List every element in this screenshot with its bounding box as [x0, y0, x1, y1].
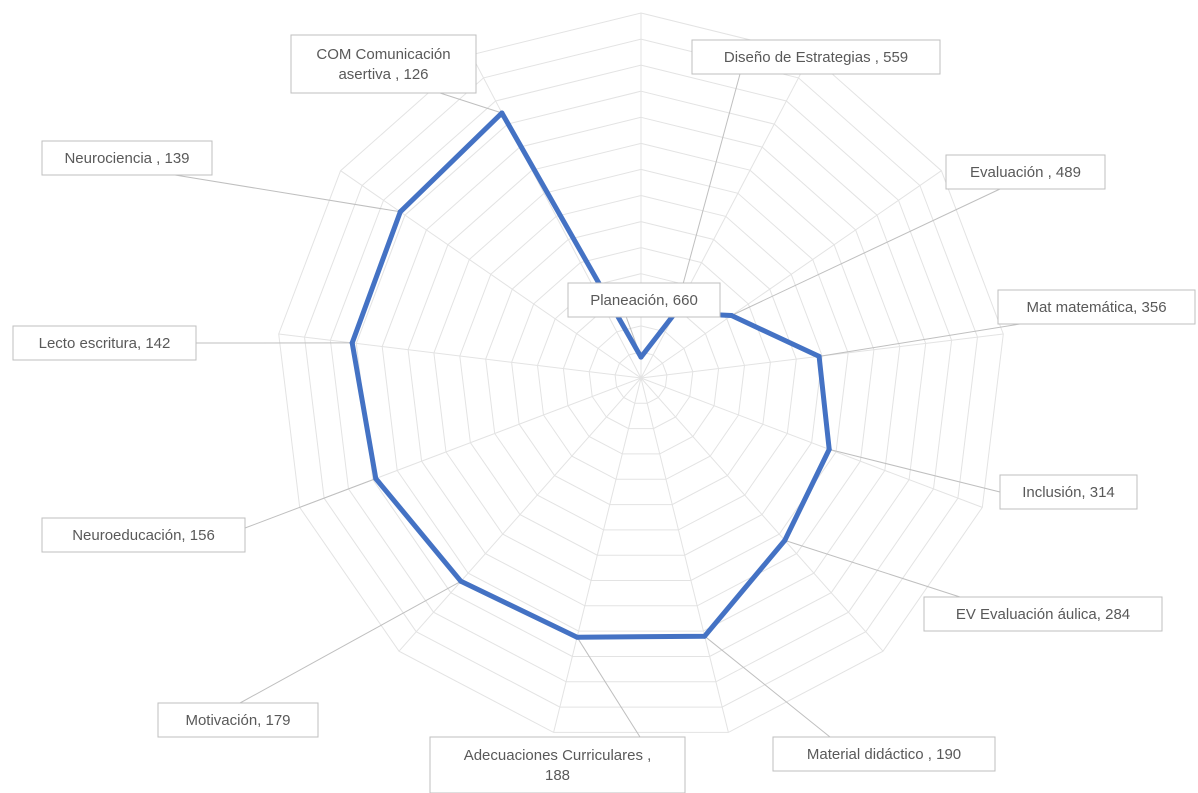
data-label-text: Adecuaciones Curriculares , [464, 747, 652, 764]
grid-ring [407, 142, 875, 607]
data-label: Mat matemática, 356 [997, 289, 1196, 325]
grid-ring [278, 12, 1004, 733]
data-point [499, 110, 505, 116]
label-leader-line [731, 188, 1001, 316]
data-label-text: COM Comunicación [316, 46, 450, 63]
data-label-box [772, 736, 996, 772]
data-label-box [41, 140, 213, 176]
data-label-text: Lecto escritura, 142 [39, 335, 171, 352]
label-leader-line [439, 92, 503, 114]
label-leader-line [674, 73, 741, 314]
grid-ring [329, 64, 953, 683]
grid-ring [614, 351, 668, 404]
data-label: Diseño de Estrategias , 559 [691, 39, 941, 75]
grid-ring [485, 221, 797, 531]
data-point [729, 313, 734, 318]
data-label-text: Diseño de Estrategias , 559 [724, 49, 908, 66]
data-label: Neurociencia , 139 [41, 140, 213, 176]
data-label: Adecuaciones Curriculares , 188 [429, 736, 686, 793]
label-leader-line [704, 635, 831, 738]
radar-grid [278, 12, 1004, 733]
data-label-text: Motivación, 179 [185, 712, 290, 729]
data-label-box [691, 39, 941, 75]
grid-ring [381, 116, 901, 632]
axis-spoke [340, 170, 642, 379]
data-label-text: Material didáctico , 190 [807, 746, 961, 763]
grid-ring [459, 194, 823, 556]
label-leader-line [576, 636, 641, 738]
label-leader-line [829, 448, 1001, 493]
data-label-box [429, 736, 686, 793]
radar-series [349, 110, 832, 640]
grid-ring [511, 247, 771, 506]
data-label: Neuroeducación, 156 [41, 517, 246, 553]
axis-spoke [640, 377, 729, 733]
data-label: Evaluación , 489 [945, 154, 1106, 190]
data-label-box [923, 596, 1163, 632]
data-point [373, 476, 379, 482]
data-label-text: 188 [545, 767, 570, 784]
data-point [826, 446, 832, 452]
label-leader-lines [174, 73, 1021, 738]
data-label-text: Neuroeducación, 156 [72, 527, 215, 544]
grid-ring [562, 299, 720, 455]
data-point [349, 340, 355, 346]
data-label-box [12, 325, 197, 361]
grid-ring [303, 38, 979, 708]
data-label-text: Evaluación , 489 [970, 164, 1081, 181]
grid-ring [355, 90, 927, 657]
grid-ring [433, 168, 849, 581]
data-label: Material didáctico , 190 [772, 736, 996, 772]
data-label-box [290, 34, 477, 94]
data-label-box [945, 154, 1106, 190]
grid-ring [536, 273, 746, 480]
data-label-text: Neurociencia , 139 [64, 150, 189, 167]
data-label: Inclusión, 314 [999, 474, 1138, 510]
label-leader-line [239, 580, 462, 704]
data-label-text: Mat matemática, 356 [1026, 299, 1166, 316]
data-point [816, 353, 822, 359]
data-point [782, 537, 788, 543]
axis-spoke [553, 377, 642, 733]
data-label-box [999, 474, 1138, 510]
data-label-text: asertiva , 126 [338, 66, 428, 83]
data-label: EV Evaluación áulica, 284 [923, 596, 1163, 632]
grid-ring [588, 325, 694, 430]
label-leader-line [784, 539, 961, 598]
data-point [638, 354, 644, 360]
axis-spoke [640, 377, 983, 508]
data-label-box [567, 282, 721, 318]
data-point [702, 633, 708, 639]
data-point [574, 634, 580, 640]
data-labels: Planeación, 660 Diseño de Estrategias , 5… [12, 34, 1196, 793]
data-label: COM Comunicación asertiva , 126 [290, 34, 477, 94]
data-label-text: EV Evaluación áulica, 284 [956, 606, 1130, 623]
data-label-text: Planeación, 660 [590, 292, 698, 309]
label-leader-line [819, 323, 1021, 357]
label-leader-line [244, 478, 376, 529]
series-line [349, 110, 832, 640]
data-point [397, 209, 403, 215]
axis-spoke [470, 54, 642, 379]
axis-spoke [640, 377, 884, 652]
data-label: Lecto escritura, 142 [12, 325, 197, 361]
axis-spoke [278, 333, 642, 379]
data-label: Motivación, 179 [157, 702, 319, 738]
data-label: Planeación, 660 [567, 282, 721, 318]
label-leader-line [174, 174, 401, 213]
data-label-box [997, 289, 1196, 325]
data-point [458, 578, 464, 584]
axis-spoke [640, 170, 942, 379]
axis-spoke [398, 377, 642, 652]
data-label-box [157, 702, 319, 738]
data-label-text: Inclusión, 314 [1022, 484, 1115, 501]
data-label-box [41, 517, 246, 553]
